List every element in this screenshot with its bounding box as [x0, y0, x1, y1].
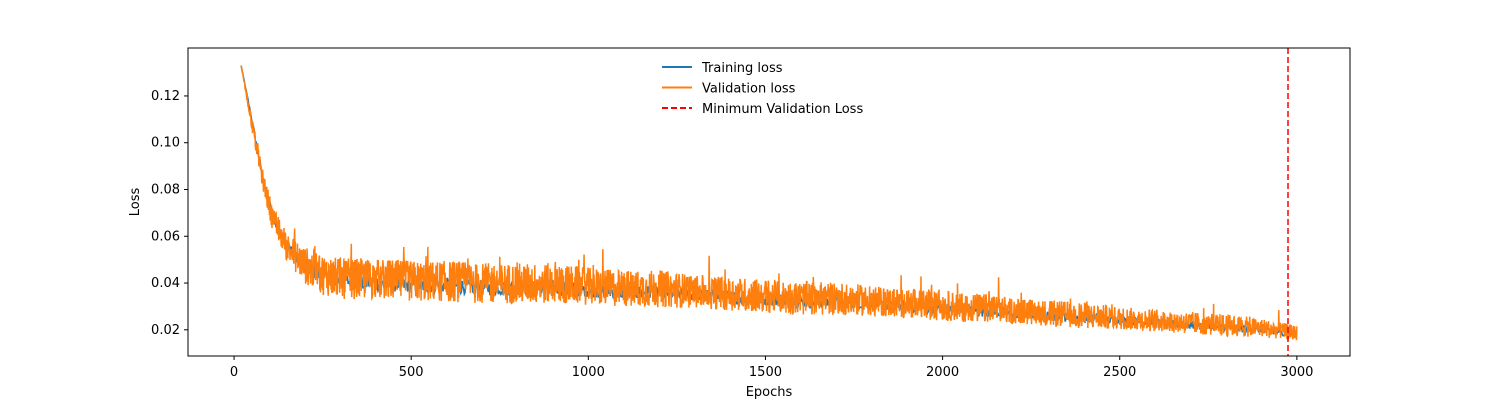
x-tick-label: 2500	[1103, 365, 1136, 380]
y-tick-label: 0.06	[151, 229, 180, 244]
x-tick-label: 1000	[572, 365, 605, 380]
x-tick-label: 3000	[1280, 365, 1313, 380]
legend-label-minimum-validation-loss: Minimum Validation Loss	[702, 102, 863, 117]
x-axis: 0 500 1000 1500 2000 2500 3000	[230, 356, 1313, 380]
x-tick-label: 1500	[749, 365, 782, 380]
y-tick-label: 0.08	[151, 182, 180, 197]
y-tick-label: 0.12	[151, 89, 180, 104]
x-axis-title: Epochs	[746, 385, 793, 400]
x-tick-label: 2000	[926, 365, 959, 380]
y-axis: 0.02 0.04 0.06 0.08 0.10 0.12	[151, 89, 188, 338]
y-tick-label: 0.10	[151, 136, 180, 151]
plot-area	[240, 48, 1298, 356]
x-tick-label: 500	[399, 365, 424, 380]
plot-frame	[187, 47, 1351, 357]
legend-label-training-loss: Training loss	[701, 61, 783, 76]
y-axis-title: Loss	[128, 188, 143, 217]
validation-loss-line	[240, 65, 1298, 341]
legend-label-validation-loss: Validation loss	[702, 82, 796, 97]
x-tick-label: 0	[230, 365, 238, 380]
legend: Training loss Validation loss Minimum Va…	[652, 56, 888, 122]
y-tick-label: 0.02	[151, 323, 180, 338]
y-tick-label: 0.04	[151, 276, 180, 291]
